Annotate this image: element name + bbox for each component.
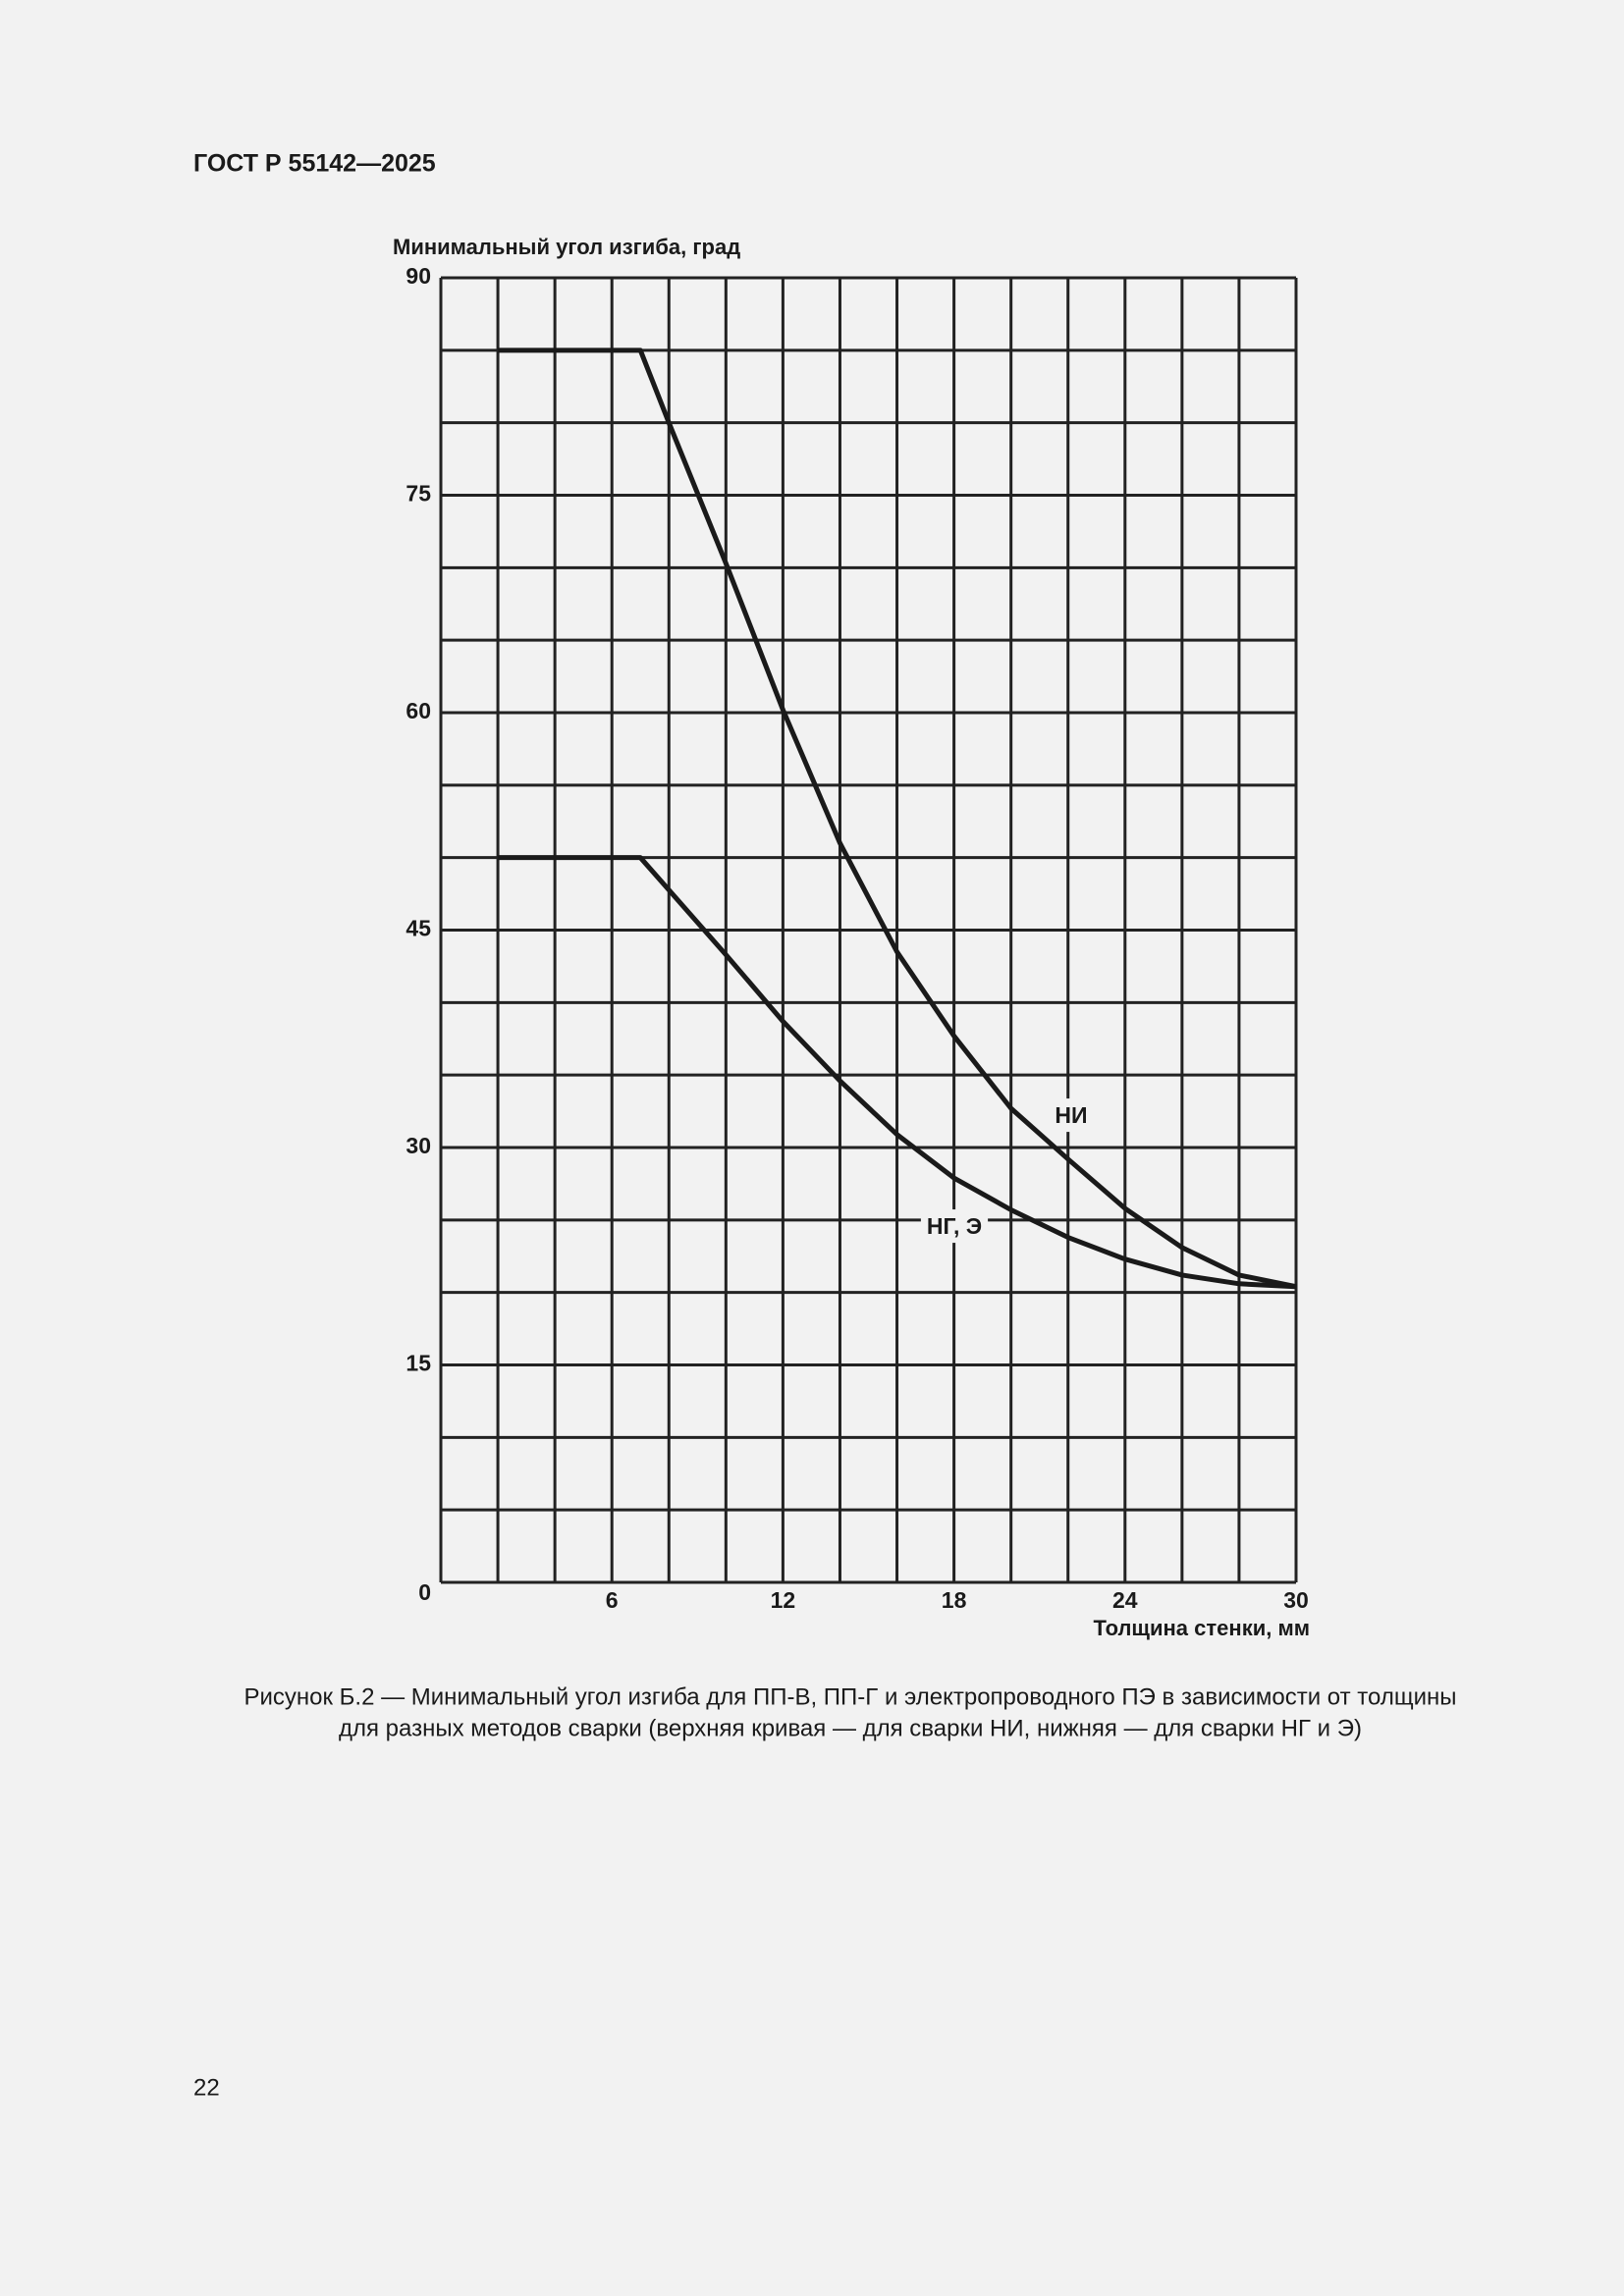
caption-line: Рисунок Б.2 — Минимальный угол изгиба дл… (244, 1683, 1457, 1710)
series-label: НИ (1055, 1102, 1087, 1128)
y-axis-label: Минимальный угол изгиба, град (393, 235, 740, 259)
page-number: 22 (193, 2074, 220, 2101)
y-tick-label: 0 (418, 1579, 431, 1605)
series-label-bg (920, 1209, 989, 1244)
y-tick-label: 90 (406, 263, 431, 289)
y-tick-label: 30 (406, 1133, 431, 1158)
y-tick-label: 15 (406, 1351, 431, 1376)
caption-line: для разных методов сварки (верхняя крива… (339, 1715, 1362, 1741)
x-tick-label: 30 (1283, 1587, 1309, 1613)
series-label: НГ, Э (927, 1213, 982, 1239)
x-tick-label: 12 (771, 1587, 796, 1613)
curve (498, 855, 1297, 1290)
y-tick-label: 60 (406, 698, 431, 723)
x-axis-label: Толщина стенки, мм (1094, 1616, 1310, 1640)
y-tick-label: 45 (406, 916, 431, 941)
series-label-bg (1049, 1098, 1094, 1133)
y-tick-label: 75 (406, 481, 431, 507)
curve (498, 347, 1297, 1290)
x-tick-label: 18 (942, 1587, 967, 1613)
x-tick-label: 6 (606, 1587, 619, 1613)
header-title: ГОСТ Р 55142—2025 (193, 150, 436, 178)
x-tick-label: 24 (1112, 1587, 1138, 1613)
